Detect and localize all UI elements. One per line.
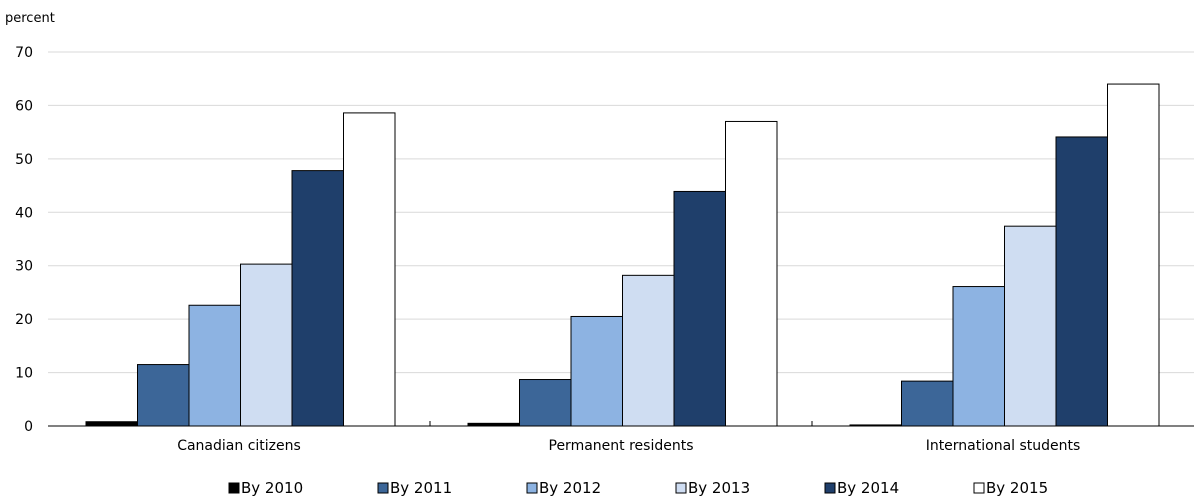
legend-label: By 2015	[986, 479, 1048, 497]
bars	[85, 83, 1160, 427]
bar	[240, 263, 293, 427]
y-axis-label: percent	[5, 11, 55, 26]
bar	[85, 421, 138, 427]
bar	[570, 315, 623, 427]
bar	[901, 380, 954, 427]
bar	[725, 120, 778, 427]
y-tick-label: 50	[15, 152, 33, 168]
x-axis: Canadian citizens Permanent residents Inte…	[48, 421, 1194, 454]
y-tick-label: 40	[15, 205, 33, 221]
x-tick-label: Permanent residents	[549, 438, 694, 454]
bar	[188, 304, 241, 427]
y-tick-label: 0	[24, 419, 33, 435]
x-tick-label: Canadian citizens	[177, 438, 301, 454]
legend-swatch	[675, 482, 687, 494]
bar	[519, 379, 572, 427]
legend: By 2010 By 2011 By 2012 By 2013 By 2014 By 20…	[228, 479, 1048, 497]
y-tick-label: 20	[15, 312, 33, 328]
legend-label: By 2013	[688, 479, 750, 497]
bar	[1055, 136, 1108, 427]
y-tick-label: 70	[15, 45, 33, 61]
bar	[343, 112, 396, 427]
bar	[137, 364, 190, 427]
legend-label: By 2012	[539, 479, 601, 497]
legend-label: By 2010	[241, 479, 303, 497]
bar	[291, 170, 344, 427]
bar	[622, 274, 675, 427]
bar	[952, 286, 1005, 427]
x-tick-label: International students	[926, 438, 1081, 454]
legend-swatch	[973, 482, 985, 494]
y-axis-ticks: 0 10 20 30 40 50 60 70	[15, 45, 33, 435]
y-tick-label: 10	[15, 366, 33, 382]
bar	[673, 190, 726, 427]
legend-swatch	[824, 482, 836, 494]
legend-swatch	[526, 482, 538, 494]
bar	[1107, 83, 1160, 427]
legend-swatch	[228, 482, 240, 494]
legend-label: By 2014	[837, 479, 899, 497]
legend-label: By 2011	[390, 479, 452, 497]
legend-swatch	[377, 482, 389, 494]
bar	[1004, 225, 1057, 427]
y-tick-label: 60	[15, 98, 33, 114]
y-tick-label: 30	[15, 259, 33, 275]
